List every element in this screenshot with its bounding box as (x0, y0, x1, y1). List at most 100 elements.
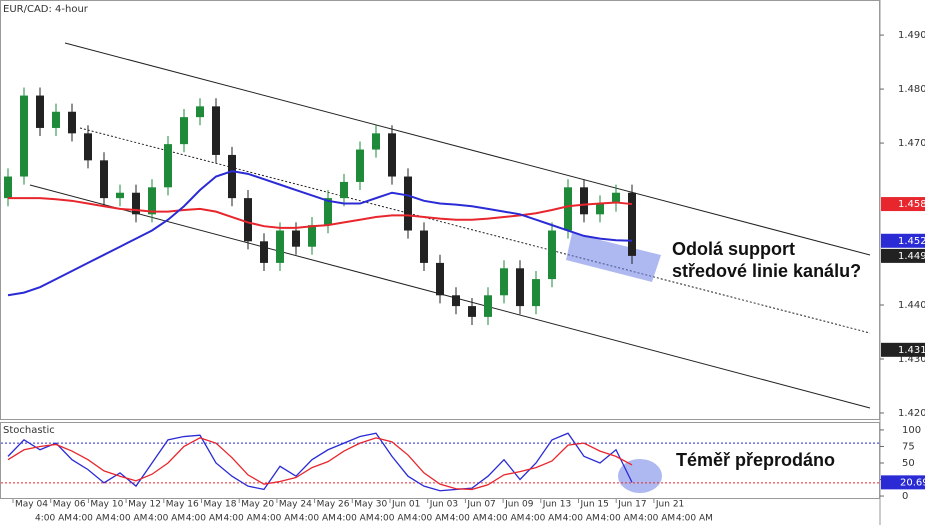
candle-body (100, 160, 108, 199)
y-tick-label: 0 (902, 491, 908, 502)
candle-body (516, 268, 524, 307)
candle-body (180, 117, 188, 145)
x-tick-label: Jun 17 (617, 500, 646, 510)
x-tick-label: May 12 (128, 500, 161, 510)
x-tick-label: May 16 (166, 500, 199, 510)
price-box (881, 233, 925, 248)
y-tick-label: 100 (902, 425, 921, 436)
x-tick-label: May 30 (354, 500, 387, 510)
candle-body (308, 225, 316, 247)
x-time-label: 4:00 AM (412, 514, 449, 524)
x-time-label: 4:00 AM (638, 514, 675, 524)
x-time-label: 4:00 AM (487, 514, 524, 524)
candle-body (388, 133, 396, 177)
candle-body (324, 198, 332, 226)
channel-bottom (29, 184, 871, 409)
candle-body (564, 187, 572, 231)
x-tick-label: May 04 (15, 500, 48, 510)
x-tick-label: Jun 03 (429, 500, 458, 510)
x-time-label: 4:00 AM (676, 514, 713, 524)
candle-body (452, 295, 460, 307)
x-time-label: 4:00 AM (110, 514, 147, 524)
x-time-label: 4:00 AM (73, 514, 110, 524)
candle-body (276, 230, 284, 263)
candle-body (484, 295, 492, 317)
annotation: Téměř přeprodáno (676, 450, 835, 470)
x-tick-label: May 20 (241, 500, 274, 510)
candle-body (420, 230, 428, 263)
x-tick-label: Jun 01 (391, 500, 420, 510)
x-time-label: 4:00 AM (601, 514, 638, 524)
candle-body (212, 106, 220, 155)
x-tick-label: Jun 09 (504, 500, 534, 510)
candle-body (468, 306, 476, 317)
candle-body (148, 187, 156, 215)
highlight-box (566, 233, 661, 282)
candle-body (260, 241, 268, 263)
y-tick-label: 1.4902 (898, 30, 925, 41)
x-time-label: 4:00 AM (186, 514, 223, 524)
y-tick-label: 1.4402 (898, 300, 925, 311)
candle-body (244, 198, 252, 242)
channel-top (64, 42, 871, 256)
x-tick-label: May 10 (90, 500, 123, 510)
candle-body (356, 149, 364, 182)
candle-body (612, 192, 620, 204)
annotation: středové linie kanálu? (672, 261, 861, 281)
candle-body (84, 133, 92, 161)
candle-body (532, 279, 540, 307)
moving-average (8, 197, 633, 229)
candle-body (228, 154, 236, 199)
candle-body (36, 95, 44, 128)
candle-body (628, 192, 636, 256)
x-time-label: 4:00 AM (374, 514, 411, 524)
x-tick-label: May 26 (317, 500, 350, 510)
moving-average (7, 170, 633, 297)
x-tick-label: Jun 15 (580, 500, 609, 510)
candle-body (68, 111, 76, 134)
candle-body (52, 111, 60, 128)
x-time-label: 4:00 AM (224, 514, 261, 524)
candle-body (372, 133, 380, 150)
x-time-label: 4:00 AM (35, 514, 72, 524)
y-tick-label: 1.4302 (898, 354, 925, 365)
x-time-label: 4:00 AM (261, 514, 298, 524)
price-box (881, 248, 925, 263)
x-time-label: 4:00 AM (299, 514, 336, 524)
price-label: 1.4493 (898, 251, 925, 262)
x-time-label: 4:00 AM (450, 514, 487, 524)
x-tick-label: Jun 07 (466, 500, 495, 510)
price-box (881, 197, 925, 212)
candle-body (132, 192, 140, 215)
candle-body (4, 176, 12, 199)
y-tick-label: 1.4202 (898, 408, 925, 419)
x-tick-label: May 18 (204, 500, 237, 510)
stoch-line (7, 437, 633, 491)
chart-title: EUR/CAD: 4-hour (3, 4, 89, 15)
x-tick-label: May 06 (53, 500, 86, 510)
x-time-label: 4:00 AM (525, 514, 562, 524)
price-box (881, 342, 925, 357)
value-label: 20.69 (900, 477, 925, 488)
candle-body (580, 187, 588, 215)
price-label: 1.4589 (898, 199, 925, 210)
candle-body (340, 181, 348, 199)
candle-body (20, 95, 28, 177)
candle-body (116, 192, 124, 199)
stoch-title: Stochastic (3, 425, 55, 436)
x-tick-label: Jun 21 (655, 500, 684, 510)
x-time-label: 4:00 AM (563, 514, 600, 524)
candle-body (404, 176, 412, 231)
channel-mid (79, 127, 871, 334)
candle-body (596, 203, 604, 215)
x-time-label: 4:00 AM (148, 514, 185, 524)
candle-body (292, 230, 300, 247)
candle-body (164, 144, 172, 188)
x-tick-label: Jun 13 (542, 500, 571, 510)
y-tick-label: 75 (902, 441, 915, 452)
candle-body (500, 268, 508, 296)
y-tick-label: 1.4802 (898, 84, 925, 95)
